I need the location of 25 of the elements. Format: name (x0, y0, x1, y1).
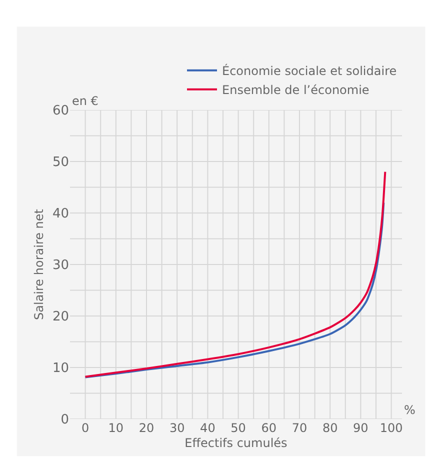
x-axis-title: Effectifs cumulés (184, 436, 288, 450)
x-tick-label: 80 (322, 421, 338, 435)
x-tick-label: 60 (261, 421, 277, 435)
line-series (84, 170, 386, 378)
y-axis-title: Salaire horaire net (32, 208, 46, 320)
text: en € (72, 94, 98, 108)
x-tick-label: 50 (230, 421, 246, 435)
y-tick-label: 50 (52, 155, 69, 170)
y-tick-label: 10 (52, 361, 69, 376)
y-tick-label: 30 (52, 258, 69, 274)
x-tick-label: 0 (81, 421, 90, 435)
x-tick-label: 90 (353, 421, 368, 435)
y-tick-label: 20 (52, 310, 69, 325)
y-tick-label: 60 (52, 104, 69, 119)
legend-label: Économie sociale et solidaire (222, 63, 397, 78)
legend-label: Ensemble de l’économie (222, 83, 370, 97)
x-tick-label: 20 (138, 421, 154, 435)
x-tick-label: 100 (380, 421, 403, 435)
text: % (404, 403, 416, 417)
y-tick-label: 40 (52, 206, 69, 222)
x-tick-label: 40 (200, 421, 216, 435)
x-tick-label: 30 (169, 421, 185, 435)
x-tick-label: 10 (108, 421, 124, 435)
line-series (84, 202, 385, 378)
x-tick-label: 70 (292, 421, 308, 435)
